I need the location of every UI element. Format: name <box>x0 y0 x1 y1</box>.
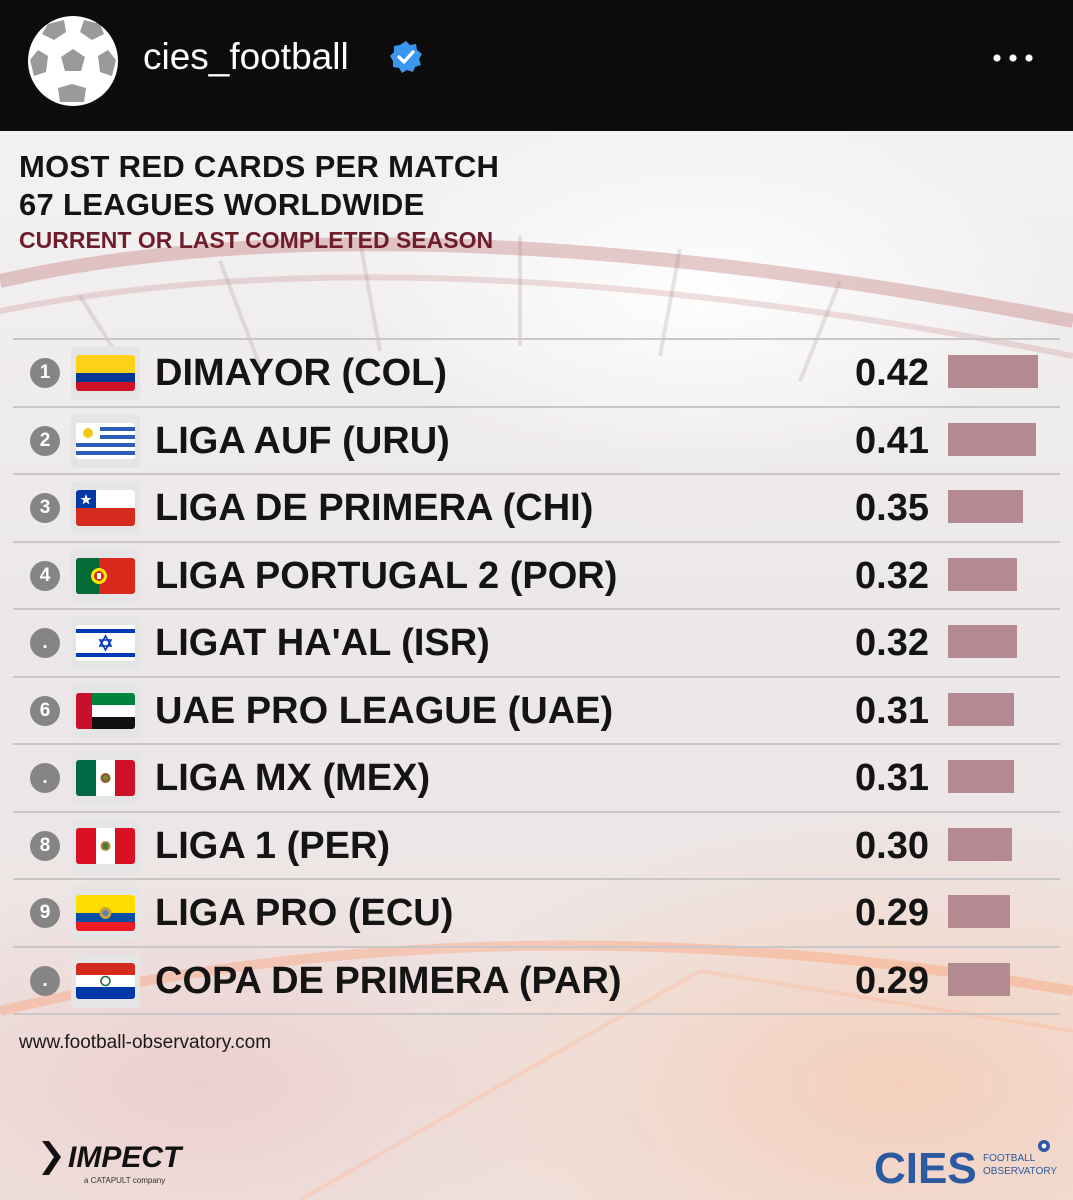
league-name: LIGA DE PRIMERA (CHI) <box>155 487 594 529</box>
value-label: 0.31 <box>855 689 929 732</box>
league-name: LIGAT HA'AL (ISR) <box>155 622 490 664</box>
value-label: 0.29 <box>855 959 929 1002</box>
peru-flag-icon <box>76 827 135 864</box>
value-bar <box>948 625 1017 658</box>
rank-badge: . <box>30 965 60 996</box>
flag-box <box>71 751 140 805</box>
value-bar <box>948 490 1023 523</box>
league-name: DIMAYOR (COL) <box>155 352 448 394</box>
rank-badge: 6 <box>30 695 60 726</box>
flag-box <box>71 616 140 670</box>
league-name: LIGA MX (MEX) <box>155 757 431 799</box>
rank-badge: 3 <box>30 493 60 523</box>
chart-subtitle: 67 LEAGUES WORLDWIDE <box>19 187 425 222</box>
table-row: 8 LIGA 1 (PER) 0.30 <box>13 813 1060 880</box>
org-tagline-1: FOOTBALL <box>983 1153 1036 1164</box>
more-options-icon[interactable] <box>990 48 1036 68</box>
rank-badge: 4 <box>30 560 60 591</box>
flag-box <box>71 548 140 603</box>
impect-logo: IMPECT a CATAPULT company <box>40 1135 250 1190</box>
ranking-table: 1 DIMAYOR (COL) 0.42 2 LIGA AUF (URU) 0.41 3 LI… <box>13 338 1060 1015</box>
value-label: 0.30 <box>855 824 929 867</box>
value-label: 0.32 <box>855 622 929 664</box>
value-bar <box>948 557 1017 591</box>
league-name: LIGA 1 (PER) <box>155 824 391 867</box>
flag-box <box>71 683 140 738</box>
org-tagline-2: OBSERVATORY <box>983 1166 1057 1177</box>
league-name: LIGA PORTUGAL 2 (POR) <box>155 554 618 597</box>
org-logo-text: CIES <box>874 1144 977 1191</box>
value-bar <box>948 355 1038 388</box>
sponsor-logo-text: IMPECT <box>68 1141 184 1174</box>
value-bar <box>948 962 1010 996</box>
table-row: 2 LIGA AUF (URU) 0.41 <box>13 408 1060 475</box>
value-bar <box>948 760 1014 793</box>
value-label: 0.35 <box>855 487 929 529</box>
flag-box <box>71 953 140 1008</box>
paraguay-flag-icon <box>76 962 135 999</box>
flag-box <box>71 886 140 940</box>
table-row: 6 UAE PRO LEAGUE (UAE) 0.31 <box>13 678 1060 745</box>
table-row: 1 DIMAYOR (COL) 0.42 <box>13 338 1060 408</box>
value-bar <box>948 827 1012 861</box>
league-name: LIGA AUF (URU) <box>155 419 450 462</box>
table-row: 3 LIGA DE PRIMERA (CHI) 0.35 <box>13 475 1060 543</box>
league-name: COPA DE PRIMERA (PAR) <box>155 959 622 1002</box>
table-row: 9 LIGA PRO (ECU) 0.29 <box>13 880 1060 948</box>
rank-badge: . <box>30 763 60 793</box>
website-link[interactable]: www.football-observatory.com <box>19 1032 272 1053</box>
post-header: cies_football <box>0 0 1073 131</box>
uruguay-flag-icon <box>76 422 135 459</box>
mexico-flag-icon <box>76 760 135 796</box>
cies-logo: CIES FOOTBALL OBSERVATORY <box>874 1131 1059 1196</box>
value-label: 0.42 <box>855 352 929 394</box>
table-row: . COPA DE PRIMERA (PAR) 0.29 <box>13 948 1060 1015</box>
ecuador-flag-icon <box>76 895 135 931</box>
portugal-flag-icon <box>76 557 135 594</box>
season-label: CURRENT OR LAST COMPLETED SEASON <box>19 227 494 253</box>
flag-box <box>71 346 140 400</box>
chart-title: MOST RED CARDS PER MATCH <box>19 149 500 184</box>
value-label: 0.32 <box>855 554 929 597</box>
username[interactable]: cies_football <box>143 36 349 77</box>
rank-badge: 9 <box>30 898 60 928</box>
value-bar <box>948 692 1014 726</box>
league-name: UAE PRO LEAGUE (UAE) <box>155 689 614 732</box>
value-label: 0.29 <box>855 892 929 934</box>
chile-flag-icon <box>76 490 135 526</box>
value-label: 0.31 <box>855 757 929 799</box>
value-bar <box>948 895 1010 928</box>
israel-flag-icon <box>76 625 135 661</box>
flag-box <box>71 413 140 468</box>
colombia-flag-icon <box>76 355 135 391</box>
table-row: . LIGAT HA'AL (ISR) 0.32 <box>13 610 1060 678</box>
value-label: 0.41 <box>855 419 929 462</box>
infographic: MOST RED CARDS PER MATCH 67 LEAGUES WORL… <box>0 131 1073 1200</box>
uae-flag-icon <box>76 692 135 729</box>
value-bar <box>948 422 1036 456</box>
flag-box <box>71 818 140 873</box>
flag-box <box>71 481 140 535</box>
rank-badge: 8 <box>30 830 60 861</box>
table-row: 4 LIGA PORTUGAL 2 (POR) 0.32 <box>13 543 1060 610</box>
rank-badge: . <box>30 628 60 658</box>
verified-badge-icon <box>389 40 423 74</box>
rank-badge: 1 <box>30 358 60 388</box>
sponsor-tagline: a CATAPULT company <box>84 1176 165 1185</box>
league-name: LIGA PRO (ECU) <box>155 892 454 934</box>
table-row: . LIGA MX (MEX) 0.31 <box>13 745 1060 813</box>
rank-badge: 2 <box>30 425 60 456</box>
football-avatar-icon[interactable] <box>28 16 118 106</box>
